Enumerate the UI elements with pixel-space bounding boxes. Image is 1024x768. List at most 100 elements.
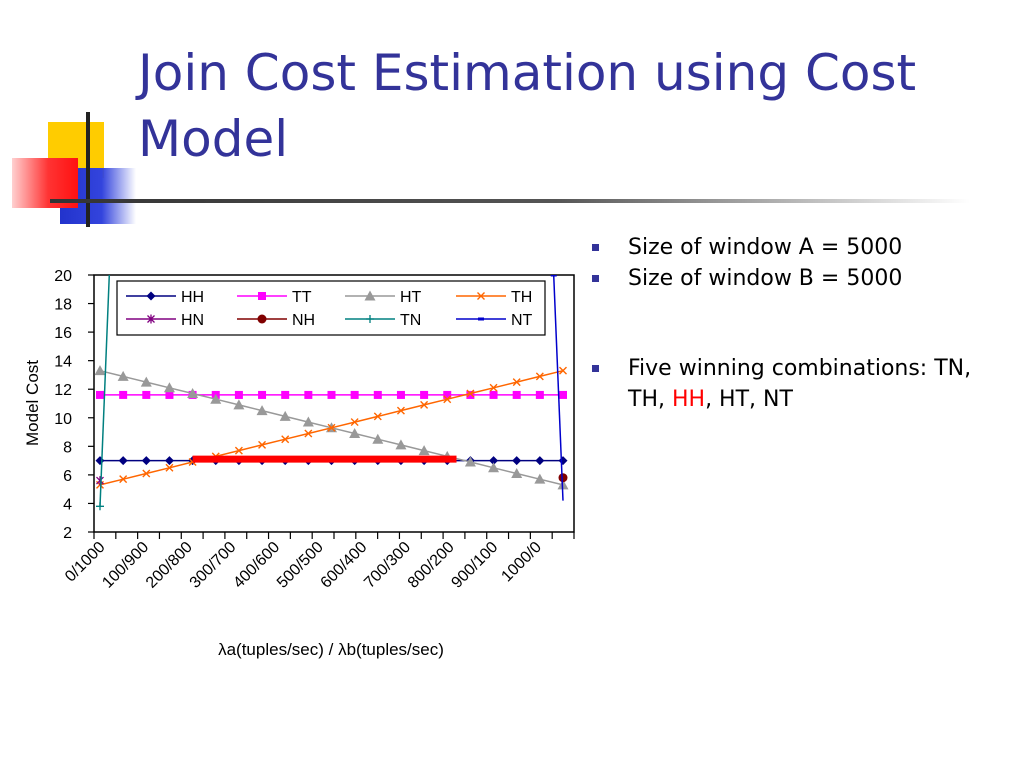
data-point-th [396, 406, 405, 415]
data-point-th [443, 395, 452, 404]
data-point-tt [142, 390, 151, 399]
x-tick-label: 900/100 [448, 539, 501, 592]
data-point-tt [443, 390, 452, 399]
bullet-window-a: Size of window A = 5000 [592, 232, 1012, 263]
legend-marker-tn [366, 315, 374, 323]
legend-item-nh: NH [237, 312, 315, 329]
x-tick-label: 300/700 [187, 539, 240, 592]
legend-item-ht: HT [345, 289, 422, 306]
legend-marker-nh [257, 314, 267, 324]
data-point-th [373, 412, 382, 421]
title-underline [50, 199, 970, 203]
data-point-tn [96, 502, 104, 511]
series-hn [96, 476, 104, 486]
data-point-th [489, 383, 498, 392]
legend-marker-hh [146, 291, 156, 301]
data-point-tt [512, 390, 521, 399]
legend-box [116, 280, 546, 336]
legend-label-hh: HH [181, 289, 204, 306]
legend-label-tn: TN [400, 312, 421, 329]
data-point-th [466, 389, 475, 398]
data-point-th [165, 463, 174, 472]
data-point-hh [95, 456, 105, 466]
series-line-nt [552, 275, 564, 501]
legend-label-nh: NH [292, 312, 315, 329]
data-point-ht [94, 365, 106, 376]
model-cost-chart: 24681012141618200/1000100/900200/800300/… [23, 268, 575, 659]
data-point-ht [511, 467, 523, 478]
bullet-text-suffix: , HT, NT [705, 387, 793, 412]
y-tick-label: 2 [63, 525, 72, 542]
data-point-th [559, 366, 567, 375]
data-point-tt [258, 390, 267, 399]
decor-vertical-line [86, 112, 90, 227]
data-point-nh [558, 473, 568, 483]
data-point-tt [350, 390, 359, 399]
data-point-tt [373, 390, 382, 399]
data-point-hh [512, 456, 522, 466]
legend-label-ht: HT [400, 289, 422, 306]
data-point-th [234, 446, 243, 455]
legend-marker-hn [147, 314, 155, 324]
highlight-hh: HH [671, 387, 706, 412]
x-tick-label: 200/800 [143, 539, 196, 592]
data-point-tt [489, 390, 498, 399]
data-point-hh [118, 456, 128, 466]
y-tick-label: 14 [54, 354, 72, 371]
x-tick-label: 500/500 [274, 539, 327, 592]
data-point-hh [164, 456, 174, 466]
data-point-ht [140, 376, 152, 387]
y-tick-label: 20 [54, 268, 72, 285]
data-point-ht [187, 388, 199, 399]
data-point-tt [396, 390, 405, 399]
data-point-tt [327, 390, 336, 399]
data-point-ht [302, 416, 314, 427]
data-point-hh [558, 456, 568, 466]
legend-item-th: TH [456, 289, 532, 306]
legend-item-tt: TT [237, 289, 312, 306]
x-tick-label: 1000/0 [498, 539, 545, 586]
data-point-tt [119, 390, 128, 399]
y-tick-label: 18 [54, 297, 72, 314]
series-ht [94, 365, 569, 490]
legend-marker-ht [364, 290, 376, 301]
data-point-th [327, 423, 336, 432]
data-point-th [281, 435, 290, 444]
series-nt [550, 275, 564, 501]
slide-title: Join Cost Estimation using Cost Model [138, 44, 917, 168]
x-tick-label: 700/300 [361, 539, 414, 592]
x-tick-label: 600/400 [318, 539, 371, 592]
x-tick-label: 800/200 [405, 539, 458, 592]
y-axis-label: Model Cost [23, 360, 42, 446]
y-tick-label: 6 [63, 468, 72, 485]
data-point-th [304, 429, 313, 438]
legend-marker-tt [258, 292, 266, 300]
y-tick-label: 16 [54, 325, 72, 342]
legend-label-tt: TT [292, 289, 312, 306]
data-point-hh [141, 456, 151, 466]
legend-item-hn: HN [126, 312, 204, 329]
data-point-ht [233, 399, 245, 410]
bullet-text: Five winning combinations: TN, TH, [628, 356, 972, 412]
y-tick-label: 12 [54, 382, 72, 399]
bullet-window-b: Size of window B = 5000 [592, 263, 1012, 294]
data-point-tt [535, 390, 544, 399]
data-point-ht [372, 433, 384, 444]
legend-item-tn: TN [345, 312, 421, 329]
data-point-th [119, 475, 128, 484]
legend-label-nt: NT [511, 312, 533, 329]
data-point-ht [117, 370, 129, 381]
data-point-tt [96, 390, 104, 399]
bullet-list: Size of window A = 5000 Size of window B… [592, 232, 1012, 415]
data-point-th [535, 372, 544, 381]
data-point-ht [395, 439, 407, 450]
chart-series-layer [94, 275, 569, 511]
y-tick-label: 4 [63, 496, 72, 513]
data-point-th [258, 440, 267, 449]
x-tick-label: 400/600 [230, 539, 283, 592]
series-nh [558, 473, 568, 483]
x-axis-label: λa(tuples/sec) / λb(tuples/sec) [218, 640, 444, 659]
chart-legend: HH TT HT TH HN NH TN NT [116, 280, 546, 336]
data-point-ht [279, 410, 291, 421]
data-point-th [420, 400, 429, 409]
